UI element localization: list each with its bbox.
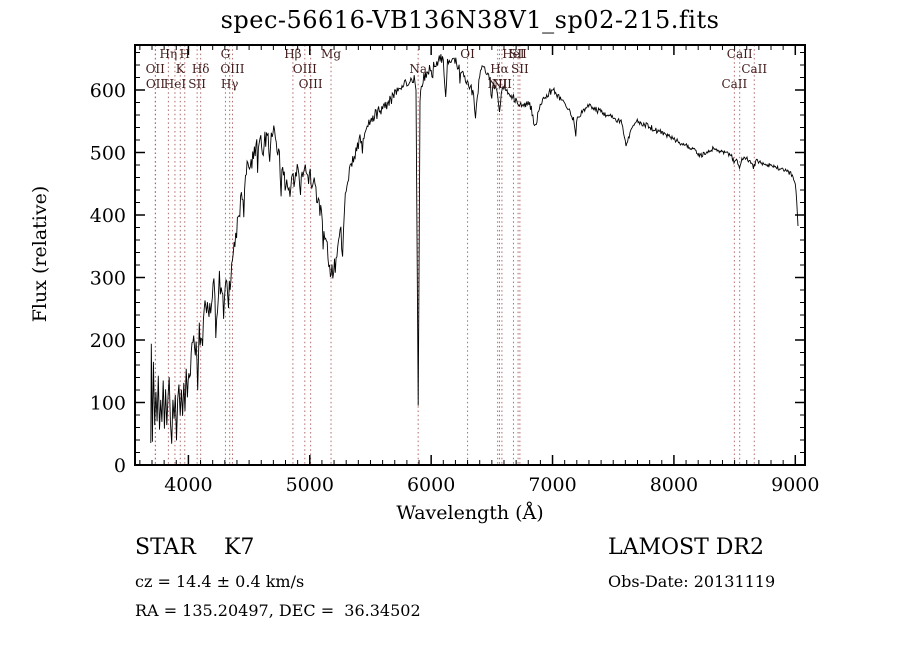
spectral-line-label: NII: [492, 77, 512, 91]
y-axis-label: Flux (relative): [29, 185, 51, 323]
spectral-line-label: SII: [188, 77, 206, 91]
spectral-line-label: Mg: [321, 47, 341, 61]
x-tick-label: 6000: [407, 474, 455, 496]
spectral-line-label: NII: [488, 77, 508, 91]
spectral-line-label: OII: [146, 77, 166, 91]
spectral-line-label: OI: [460, 47, 475, 61]
spectral-line-label: CaII: [741, 62, 767, 76]
plot-title: spec-56616-VB136N38V1_sp02-215.fits: [220, 6, 720, 34]
y-tick-label: 300: [90, 268, 126, 290]
y-tick-label: 200: [90, 330, 126, 352]
x-tick-label: 5000: [286, 474, 334, 496]
spectral-line-label: OII: [146, 62, 166, 76]
spectral-line-label: Hγ: [221, 77, 239, 91]
spectral-line-label: H: [180, 47, 190, 61]
x-tick-label: 9000: [771, 474, 819, 496]
spectral-line-label: Hδ: [192, 62, 210, 76]
spectrum-line: [150, 54, 799, 444]
spectral-line-label: Hα: [490, 62, 509, 76]
spectral-line-label: OIII: [293, 62, 317, 76]
spectral-line-label: K: [176, 62, 186, 76]
spectral-line-label: HeI: [502, 47, 525, 61]
x-tick-label: 4000: [164, 474, 212, 496]
x-tick-label: 8000: [650, 474, 698, 496]
spectral-line-label: OIII: [299, 77, 323, 91]
obs-date-text: Obs-Date: 20131119: [608, 572, 776, 591]
spectral-line-label: OIII: [220, 62, 244, 76]
radial-velocity-text: cz = 14.4 ± 0.4 km/s: [135, 572, 305, 591]
y-tick-label: 600: [90, 80, 126, 102]
spectral-line-label: CaII: [727, 47, 753, 61]
x-tick-label: 7000: [528, 474, 576, 496]
x-axis-label: Wavelength (Å): [396, 502, 544, 524]
spectral-line-label: SII: [511, 62, 529, 76]
spectral-line-label: HeI: [164, 77, 187, 91]
y-tick-label: 100: [90, 393, 126, 415]
y-tick-label: 400: [90, 205, 126, 227]
survey-name-text: LAMOST DR2: [608, 535, 764, 560]
ra-dec-text: RA = 135.20497, DEC = 36.34502: [135, 601, 421, 620]
y-tick-label: 500: [90, 143, 126, 165]
plot-frame: [134, 44, 806, 466]
spectral-line-label: Hβ: [284, 47, 301, 61]
spectral-line-label: Na: [409, 62, 427, 76]
spectral-line-label: G: [221, 47, 231, 61]
y-tick-label: 0: [114, 455, 126, 477]
spectral-line-label: CaII: [721, 77, 747, 91]
object-class-text: STAR K7: [135, 535, 255, 560]
spectral-line-label: SII: [509, 47, 527, 61]
spectral-line-label: Hη: [160, 47, 178, 61]
